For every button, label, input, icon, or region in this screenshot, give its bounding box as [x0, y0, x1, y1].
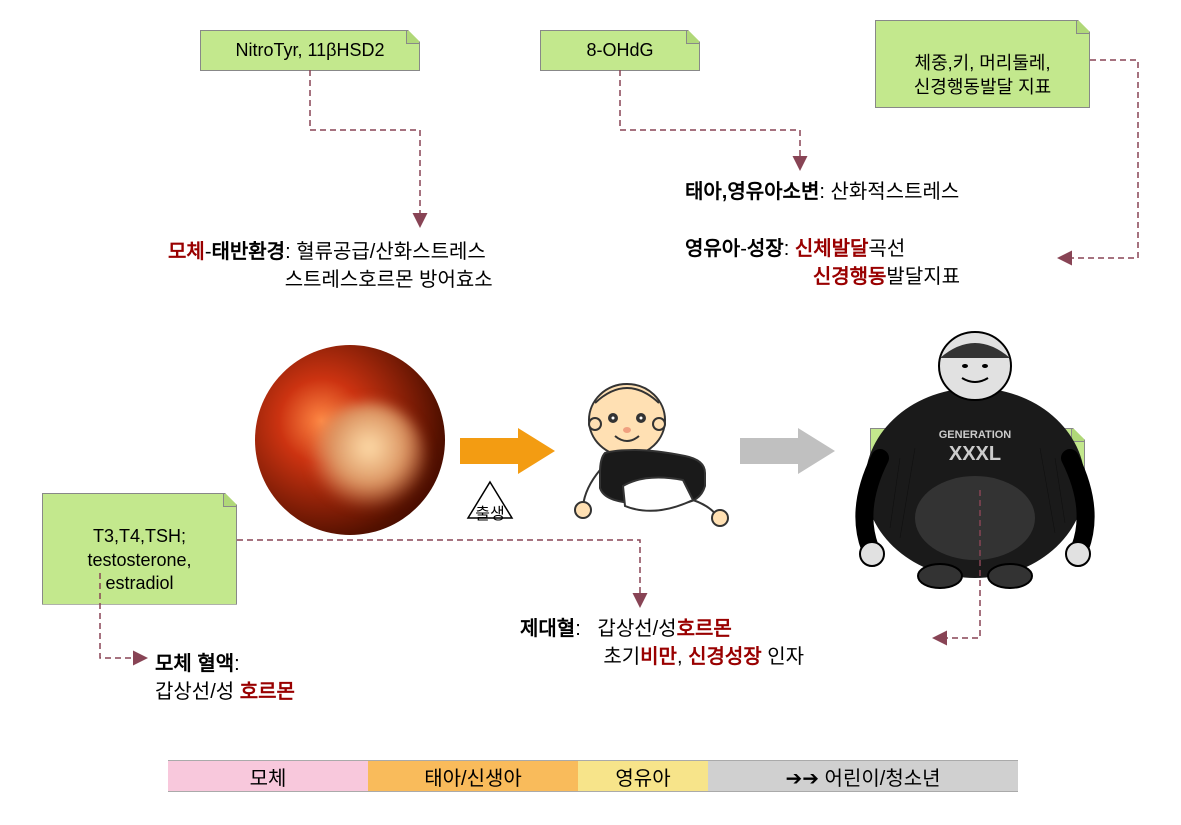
- connectors: [0, 0, 1181, 825]
- legend: 모체 태아/신생아 영유아 ➔➔ 어린이/청소년: [168, 760, 1018, 792]
- legend-infant: 영유아: [578, 761, 708, 791]
- legend-maternal: 모체: [168, 761, 368, 791]
- legend-child-adolescent: ➔➔ 어린이/청소년: [708, 761, 1018, 791]
- legend-fetal-newborn: 태아/신생아: [368, 761, 578, 791]
